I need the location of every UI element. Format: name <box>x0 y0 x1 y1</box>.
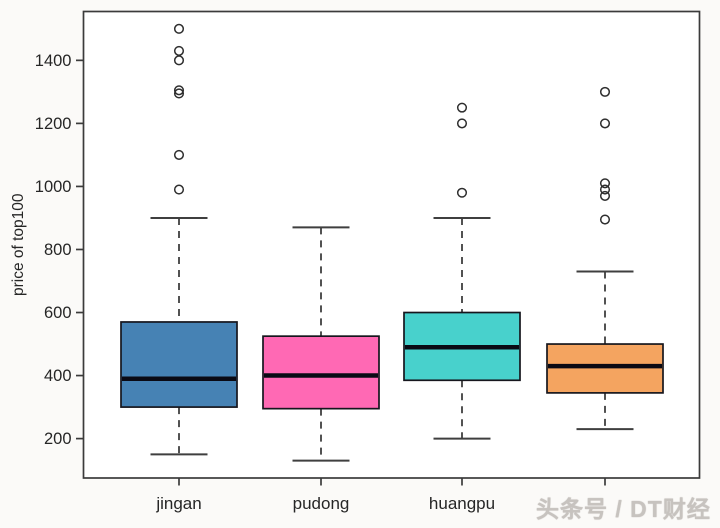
y-tick-label: 600 <box>44 304 72 322</box>
group-4-outlier <box>599 178 611 189</box>
group-1-outlier <box>173 23 185 34</box>
group-3-outlier <box>456 102 468 113</box>
group-1-outlier <box>173 85 185 96</box>
group-3-x-label: huangpu <box>429 494 495 513</box>
group-1-outlier <box>173 184 185 195</box>
group-2-box <box>262 335 380 410</box>
group-1-x-label: jingan <box>155 494 201 513</box>
plot-frame <box>82 10 701 479</box>
y-tick-label: 800 <box>44 241 72 259</box>
y-tick-label: 1400 <box>35 52 72 70</box>
group-1-outlier <box>173 88 185 99</box>
group-4-outlier <box>599 214 611 225</box>
group-3-outlier <box>456 187 468 198</box>
group-4-outlier <box>599 190 611 201</box>
group-1-outlier <box>173 149 185 160</box>
y-axis-label: price of top100 <box>10 193 27 296</box>
group-1-outlier <box>173 45 185 56</box>
y-tick-label: 400 <box>44 367 72 385</box>
y-tick-label: 1200 <box>35 115 72 133</box>
watermark: 头条号 / DT财经 <box>536 496 711 522</box>
group-4-box <box>546 343 664 394</box>
group-4-outlier <box>599 118 611 129</box>
group-2-x-label: pudong <box>293 494 350 513</box>
group-4-outlier <box>599 184 611 195</box>
y-tick-label: 1000 <box>35 178 72 196</box>
y-tick-label: 200 <box>44 430 72 448</box>
group-1-box <box>120 321 238 408</box>
group-4-outlier <box>599 86 611 97</box>
group-1-outlier <box>173 55 185 66</box>
group-3-outlier <box>456 118 468 129</box>
